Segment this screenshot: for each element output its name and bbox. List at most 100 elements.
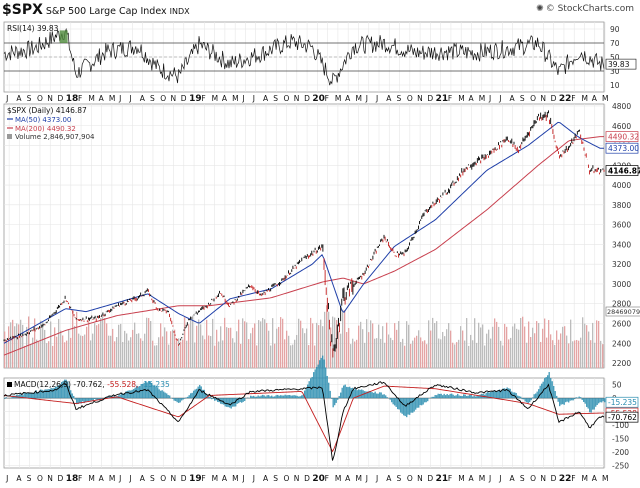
volume-bar: [226, 327, 228, 368]
macd-legend-swatch: [7, 382, 12, 387]
volume-bar: [512, 326, 514, 368]
macd-histogram-bar: [208, 396, 210, 399]
volume-bar: [38, 341, 40, 368]
volume-bar: [562, 326, 564, 368]
macd-histogram-bar: [152, 385, 154, 399]
lower-month-label: D: [427, 474, 433, 483]
macd-histogram-bar: [215, 398, 217, 401]
macd-histogram-bar: [11, 395, 13, 399]
macd-histogram-bar: [253, 395, 255, 399]
lower-month-label: O: [407, 474, 413, 483]
volume-bar: [288, 335, 290, 368]
volume-bar: [214, 345, 216, 368]
macd-histogram-bar: [560, 398, 562, 405]
volume-bar: [84, 334, 86, 368]
macd-histogram-bar: [332, 398, 334, 408]
volume-bar: [372, 323, 374, 368]
macd-histogram-bar: [580, 397, 582, 399]
macd-histogram-bar: [187, 396, 189, 399]
volume-bar: [402, 338, 404, 368]
lower-month-label: A: [386, 474, 392, 483]
macd-histogram-bar: [385, 395, 387, 399]
macd-histogram-bar: [356, 390, 358, 399]
upper-month-label: M: [212, 94, 218, 103]
volume-bar: [502, 345, 504, 368]
macd-histogram-bar: [517, 395, 519, 399]
macd-tick-label: -150: [612, 434, 629, 443]
volume-bar: [40, 320, 42, 368]
rsi-overbought-fill: [59, 30, 68, 43]
macd-histogram-bar: [308, 381, 310, 399]
volume-bar: [8, 326, 10, 368]
volume-bar: [160, 323, 162, 368]
macd-histogram-bar: [86, 398, 88, 402]
volume-bar: [316, 322, 318, 368]
macd-histogram-bar: [290, 395, 292, 399]
volume-bar: [536, 321, 538, 368]
macd-histogram-bar: [172, 398, 174, 399]
rsi-tick-label: 50: [610, 53, 620, 62]
volume-bar: [394, 323, 396, 368]
volume-bar: [390, 337, 392, 368]
macd-histogram-bar: [445, 395, 447, 399]
macd-histogram-bar: [340, 392, 342, 399]
macd-histogram-bar: [182, 398, 184, 400]
upper-month-label: A: [592, 94, 598, 103]
volume-bar: [192, 316, 194, 368]
upper-month-label: A: [99, 94, 105, 103]
macd-histogram-bar: [416, 398, 418, 408]
price-badge-text: 4146.87: [608, 167, 640, 176]
volume-bar: [44, 329, 46, 368]
macd-histogram-bar: [229, 398, 231, 408]
macd-histogram-bar: [485, 392, 487, 399]
macd-histogram-bar: [523, 398, 525, 400]
macd-histogram-bar: [269, 396, 271, 399]
volume-bar: [10, 322, 12, 368]
price-tick-label: 4000: [612, 181, 631, 190]
volume-bar: [416, 335, 418, 368]
macd-histogram-bar: [64, 379, 66, 399]
macd-histogram-bar: [535, 393, 537, 399]
lower-month-label: A: [16, 474, 22, 483]
volume-bar: [278, 326, 280, 368]
volume-bar: [454, 344, 456, 368]
volume-bar: [552, 340, 554, 368]
upper-month-label: J: [128, 94, 131, 103]
volume-bar: [124, 330, 126, 368]
volume-bar: [30, 344, 32, 368]
macd-histogram-bar: [364, 391, 366, 399]
macd-histogram-bar: [169, 395, 171, 399]
macd-histogram-bar: [500, 390, 502, 399]
macd-histogram-bar: [52, 388, 54, 399]
macd-histogram-bar: [302, 394, 304, 399]
lower-month-label: J: [498, 474, 501, 483]
volume-bar: [436, 321, 438, 368]
macd-histogram-bar: [506, 387, 508, 399]
price-tick-label: 2600: [612, 320, 631, 329]
macd-histogram-bar: [191, 392, 193, 399]
macd-histogram-bar: [440, 393, 442, 399]
upper-month-label: S: [397, 94, 402, 103]
volume-bar: [380, 338, 382, 368]
security-name: S&P 500 Large Cap Index: [45, 6, 167, 17]
upper-month-label: M: [602, 94, 608, 103]
volume-bar: [496, 321, 498, 368]
macd-histogram-bar: [199, 384, 201, 399]
price-tick-label: 2200: [612, 359, 631, 368]
volume-bar: [534, 333, 536, 368]
macd-histogram-bar: [406, 398, 408, 418]
volume-bar: [170, 331, 172, 368]
macd-histogram-bar: [352, 387, 354, 399]
upper-month-label: F: [571, 94, 575, 103]
volume-bar: [70, 337, 72, 368]
volume-bar: [352, 338, 354, 368]
macd-histogram-bar: [124, 393, 126, 399]
volume-bar: [128, 340, 130, 368]
macd-histogram-bar: [127, 390, 129, 399]
macd-value: -70.762,: [73, 380, 107, 389]
macd-histogram-bar: [389, 398, 391, 400]
volume-legend: Volume 2,846,907,904: [15, 133, 95, 141]
volume-bar: [420, 337, 422, 368]
macd-histogram-bar: [278, 395, 280, 399]
macd-histogram-bar: [436, 395, 438, 399]
